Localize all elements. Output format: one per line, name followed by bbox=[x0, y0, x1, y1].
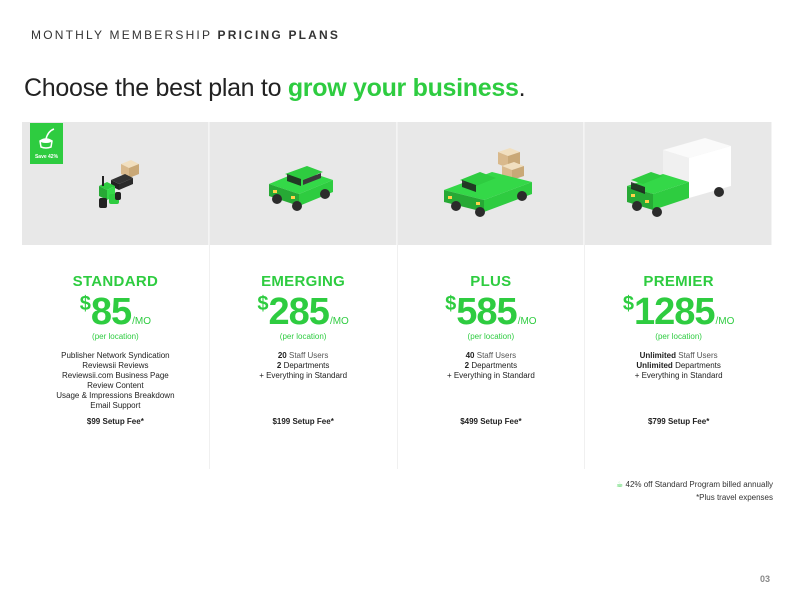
per-location: (per location) bbox=[92, 332, 139, 341]
footnote-travel: *Plus travel expenses bbox=[696, 493, 773, 502]
section-label-regular: MONTHLY MEMBERSHIP bbox=[31, 28, 212, 42]
feature-item: + Everything in Standard bbox=[634, 371, 723, 380]
plan-plus[interactable]: PLUS $ 585 /MO (per location) 40 Staff U… bbox=[397, 122, 586, 469]
plan-standard-image: Save 42% bbox=[22, 122, 209, 245]
price-unit: /MO bbox=[517, 316, 537, 327]
save-badge-text: Save 42% bbox=[34, 154, 59, 160]
box-truck-icon bbox=[627, 138, 732, 217]
pricing-plans: Save 42% STANDARD $ 85 bbox=[22, 122, 772, 469]
price-amount: 85 bbox=[90, 291, 132, 333]
feature-item: + Everything in Standard bbox=[446, 371, 535, 380]
small-truck-icon bbox=[268, 165, 333, 211]
feature-item: 40 Staff Users bbox=[465, 351, 517, 360]
feature-list: 20 Staff Users 2 Departments + Everythin… bbox=[210, 351, 397, 381]
setup-fee: $99 Setup Fee* bbox=[86, 417, 144, 426]
price-unit: /MO bbox=[132, 316, 152, 327]
section-label: MONTHLY MEMBERSHIP PRICING PLANS bbox=[31, 28, 340, 42]
scooter-icon bbox=[98, 159, 139, 208]
feature-item: 20 Staff Users bbox=[277, 351, 329, 360]
feature-list: Publisher Network Syndication Reviewsii … bbox=[22, 351, 209, 411]
price: $ 85 /MO bbox=[22, 293, 209, 331]
plan-premier-image bbox=[585, 122, 772, 245]
page-number: 03 bbox=[759, 574, 770, 584]
feature-item: 2 Departments bbox=[464, 361, 518, 370]
plan-premier[interactable]: PREMIER $ 1285 /MO (per location) Unlimi… bbox=[585, 122, 772, 469]
per-location: (per location) bbox=[467, 332, 515, 341]
plan-name: STANDARD bbox=[72, 273, 159, 290]
plan-plus-image bbox=[397, 122, 585, 245]
feature-item: Unlimited Departments bbox=[636, 361, 721, 370]
plan-emerging[interactable]: EMERGING $ 285 /MO (per location) 20 Sta… bbox=[209, 122, 398, 469]
price: $ 1285 /MO bbox=[585, 293, 772, 331]
headline-text: Choose the best plan to bbox=[24, 74, 288, 102]
feature-item: Reviewsii Reviews bbox=[82, 361, 149, 370]
price: $ 585 /MO bbox=[398, 293, 585, 331]
setup-fee: $499 Setup Fee* bbox=[460, 417, 522, 426]
footnote: ☕ 42% off Standard Program billed annual… bbox=[616, 478, 773, 504]
currency-symbol: $ bbox=[257, 293, 269, 315]
currency-symbol: $ bbox=[622, 293, 634, 315]
plan-standard[interactable]: Save 42% STANDARD $ 85 bbox=[22, 122, 210, 469]
feature-list: 40 Staff Users 2 Departments + Everythin… bbox=[398, 351, 585, 381]
per-location: (per location) bbox=[655, 332, 702, 341]
price-amount: 585 bbox=[456, 291, 517, 333]
price-unit: /MO bbox=[329, 316, 349, 327]
headline-accent: grow your business bbox=[287, 74, 519, 102]
leaf-icon: ☕ bbox=[616, 480, 624, 489]
setup-fee: $199 Setup Fee* bbox=[272, 417, 334, 426]
feature-item: Publisher Network Syndication bbox=[61, 351, 170, 360]
pickup-truck-icon bbox=[444, 147, 533, 217]
feature-item: 2 Departments bbox=[276, 361, 330, 370]
feature-item: Reviewsii.com Business Page bbox=[62, 371, 169, 380]
plan-name: PLUS bbox=[470, 273, 512, 290]
price: $ 285 /MO bbox=[210, 293, 397, 331]
currency-symbol: $ bbox=[79, 293, 91, 315]
feature-item: Email Support bbox=[90, 401, 141, 410]
footnote-discount: ☕ 42% off Standard Program billed annual… bbox=[616, 480, 773, 489]
save-badge: Save 42% bbox=[30, 123, 63, 164]
plan-name: PREMIER bbox=[643, 273, 714, 290]
page-headline: Choose the best plan to grow your busine… bbox=[24, 74, 526, 103]
currency-symbol: $ bbox=[445, 293, 457, 315]
price-amount: 1285 bbox=[633, 291, 716, 333]
feature-item: Unlimited Staff Users bbox=[639, 351, 718, 360]
feature-item: Usage & Impressions Breakdown bbox=[56, 391, 175, 400]
plan-emerging-image bbox=[209, 122, 397, 245]
setup-fee: $799 Setup Fee* bbox=[647, 417, 710, 426]
section-label-bold: PRICING PLANS bbox=[217, 28, 341, 42]
price-unit: /MO bbox=[715, 316, 735, 327]
per-location: (per location) bbox=[279, 332, 327, 341]
headline-end: . bbox=[518, 74, 526, 102]
feature-list: Unlimited Staff Users Unlimited Departme… bbox=[585, 351, 772, 381]
feature-item: + Everything in Standard bbox=[259, 371, 348, 380]
leaf-icon bbox=[39, 128, 55, 149]
feature-item: Review Content bbox=[87, 381, 144, 390]
price-amount: 285 bbox=[268, 291, 330, 333]
plan-name: EMERGING bbox=[261, 273, 346, 290]
